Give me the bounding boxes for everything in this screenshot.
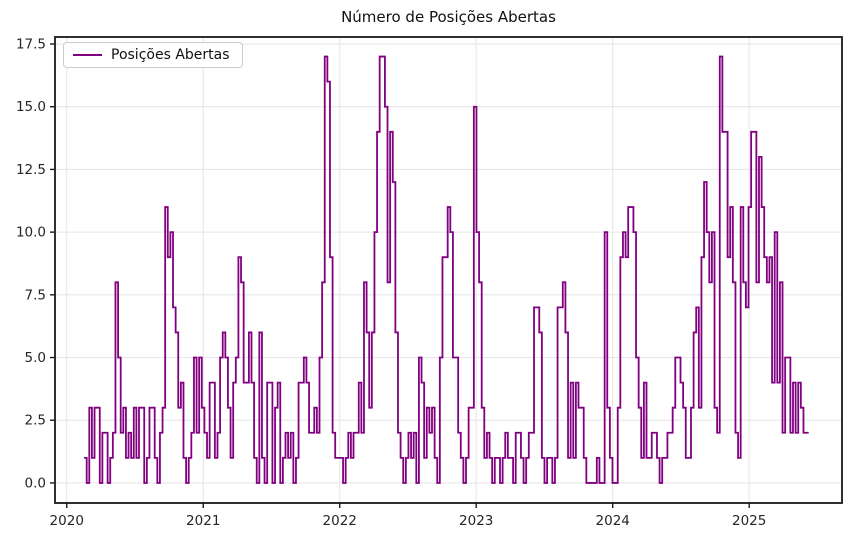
y-tick-labels: 0.0 2.5 5.0 7.5 10.0 12.5 15.0 17.5 — [16, 37, 46, 492]
x-tick-label: 2020 — [50, 513, 84, 529]
tick-marks — [50, 43, 750, 508]
data-series — [84, 55, 809, 484]
x-tick-labels: 2020 2021 2022 2023 2024 2025 — [50, 513, 767, 529]
legend-label: Posições Abertas — [111, 47, 230, 63]
chart-title: Número de Posições Abertas — [341, 8, 556, 26]
y-tick-label: 15.0 — [16, 99, 46, 115]
legend: Posições Abertas — [63, 42, 243, 68]
data-line — [84, 55, 809, 484]
y-tick-label: 2.5 — [25, 413, 46, 429]
y-tick-label: 7.5 — [25, 287, 46, 303]
x-tick-label: 2025 — [732, 513, 766, 529]
x-tick-label: 2023 — [459, 513, 493, 529]
y-tick-label: 17.5 — [16, 37, 46, 53]
y-tick-label: 5.0 — [25, 350, 46, 366]
x-tick-label: 2022 — [323, 513, 357, 529]
x-tick-label: 2021 — [186, 513, 220, 529]
y-tick-label: 12.5 — [16, 162, 46, 178]
y-tick-label: 10.0 — [16, 225, 46, 241]
y-tick-label: 0.0 — [25, 475, 46, 491]
axes-border — [54, 36, 843, 504]
x-tick-label: 2024 — [596, 513, 630, 529]
axes-spines — [54, 36, 843, 504]
legend-line-swatch — [73, 54, 102, 56]
